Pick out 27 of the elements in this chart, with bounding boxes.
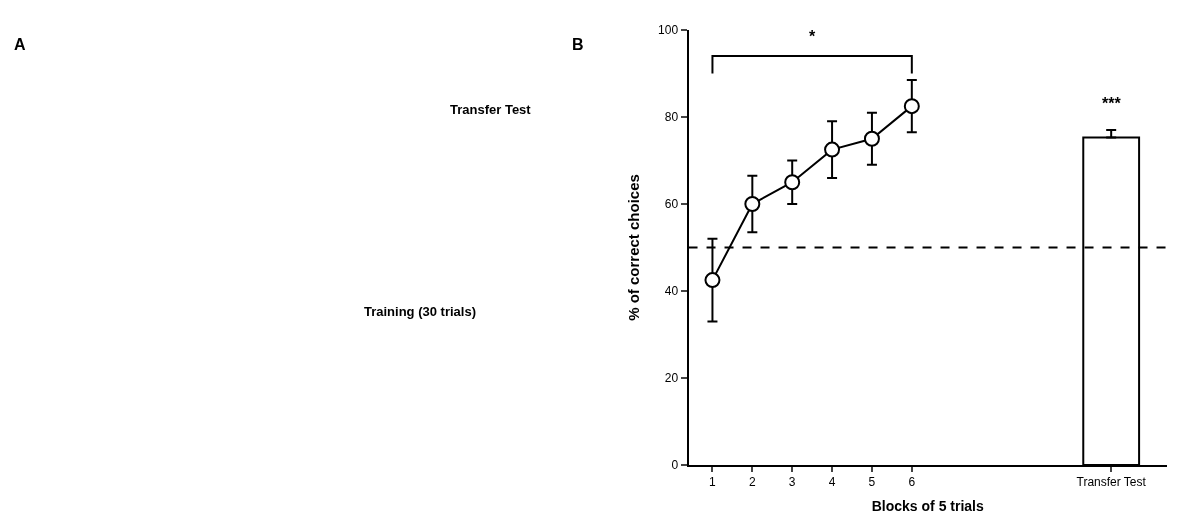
x-tick-label: 5 [868, 475, 876, 490]
y-tick-label: 40 [664, 284, 679, 299]
point [704, 272, 721, 289]
text: A [14, 36, 26, 53]
point [784, 174, 801, 191]
point [824, 141, 841, 158]
point [744, 196, 761, 212]
text: Transfer Test [450, 102, 532, 117]
y-axis-title: % of correct choices [624, 174, 642, 321]
x-tick-label: 2 [748, 475, 756, 490]
y-tick-label: 20 [664, 371, 679, 386]
point [903, 98, 920, 115]
x-tick-label: 6 [908, 475, 916, 490]
point [863, 130, 880, 147]
x-tick-label: 4 [828, 475, 836, 490]
x-tick-label: 1 [709, 475, 717, 490]
y-tick-label: 100 [658, 23, 679, 38]
y-tick-label: 60 [664, 197, 679, 212]
text: B [572, 36, 584, 53]
x-axis-title: Blocks of 5 trials [871, 498, 984, 514]
y-tick-label: 80 [664, 110, 679, 125]
annotation: *** [1102, 95, 1122, 112]
y-tick-label: 0 [671, 458, 679, 473]
text: Training (30 trials) [364, 304, 476, 319]
x-tick-label: 3 [788, 475, 796, 490]
annotation: * [809, 28, 816, 45]
x-tick-label: Transfer Test [1076, 475, 1147, 490]
